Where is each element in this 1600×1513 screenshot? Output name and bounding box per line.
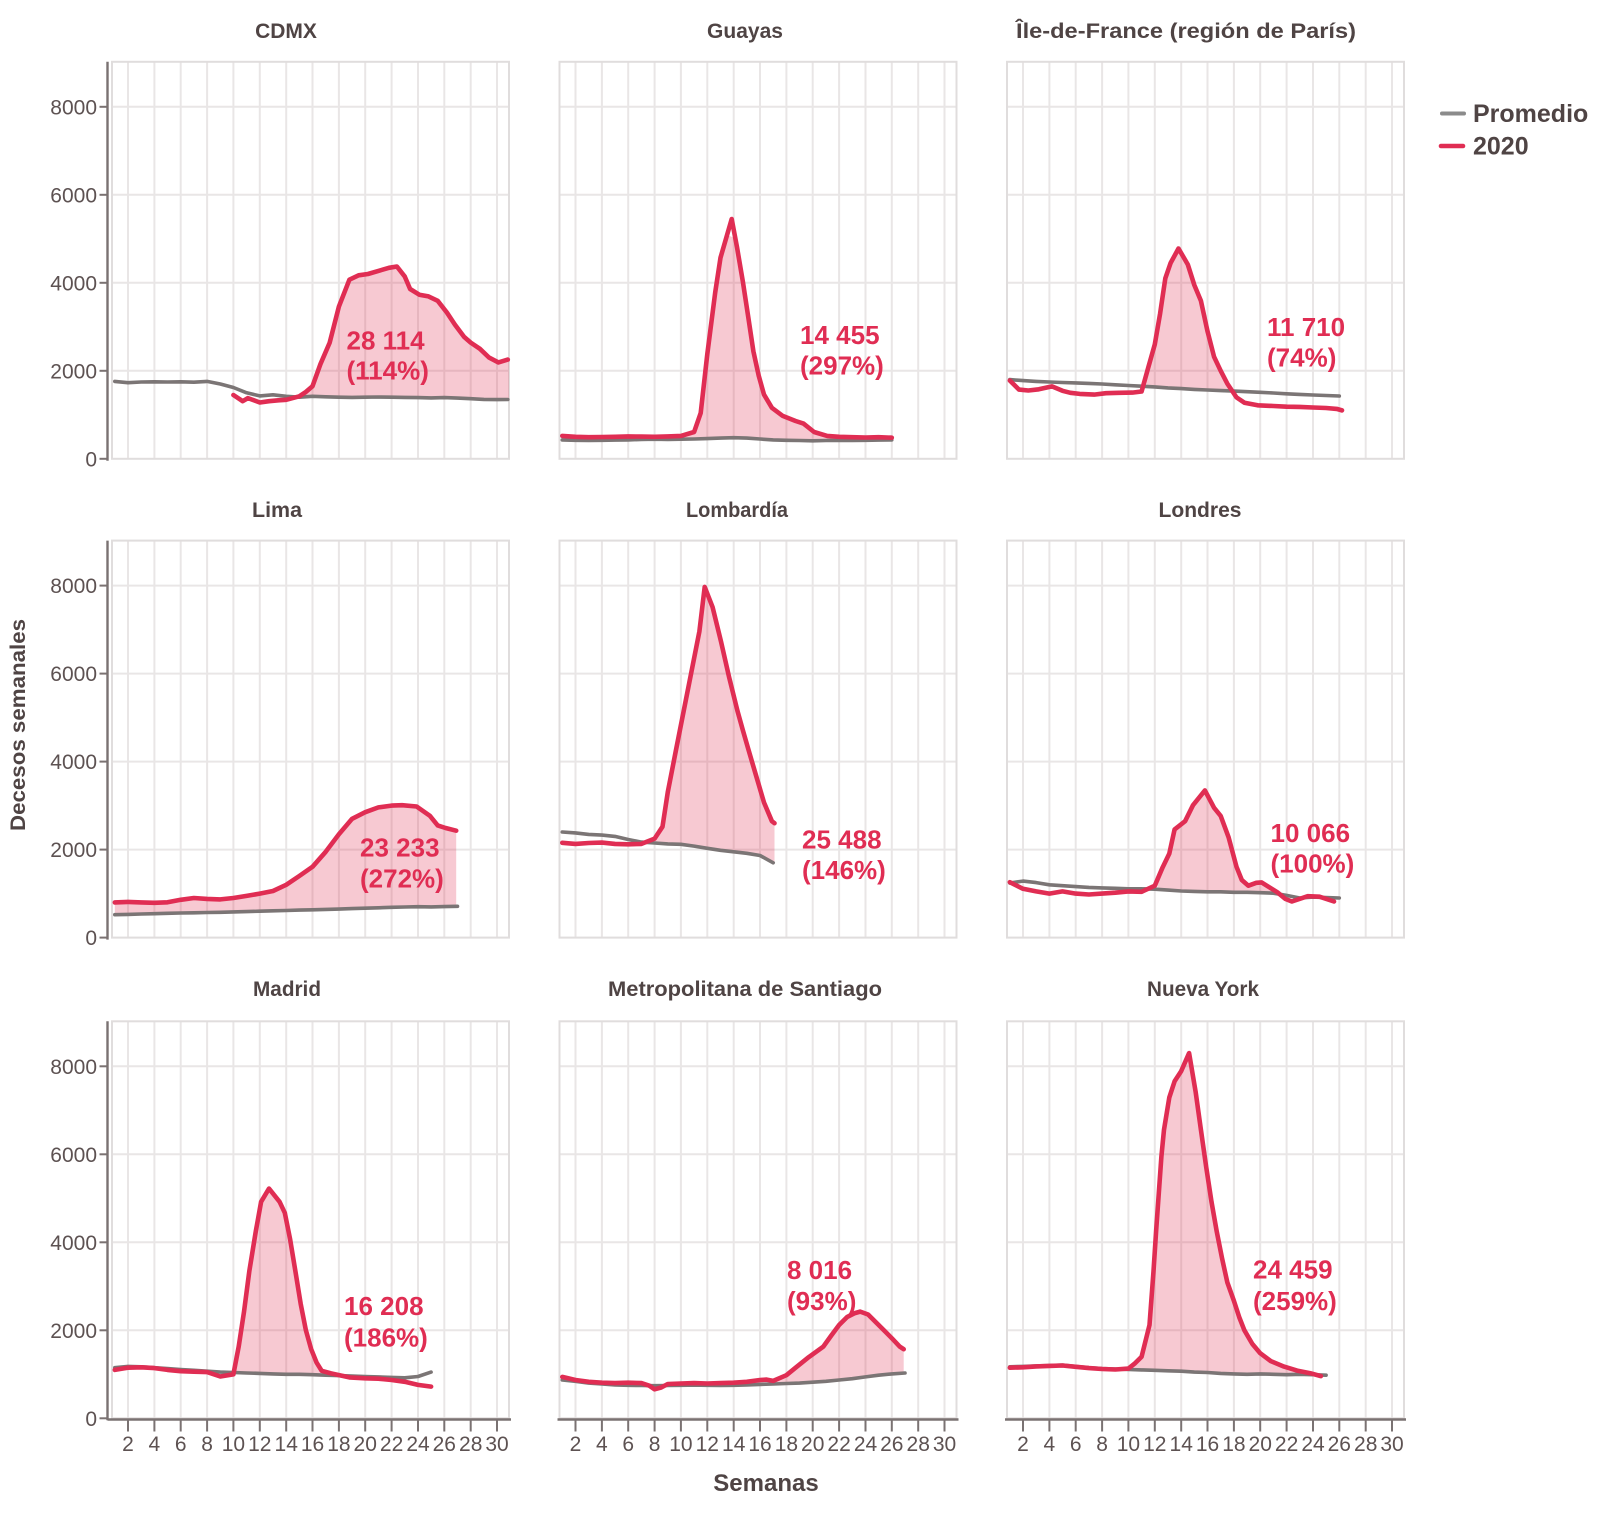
- svg-text:22: 22: [1275, 1433, 1298, 1456]
- svg-text:6000: 6000: [50, 1144, 97, 1167]
- svg-text:4000: 4000: [50, 272, 97, 295]
- svg-text:4: 4: [596, 1433, 608, 1456]
- svg-text:18: 18: [775, 1433, 798, 1456]
- svg-text:16: 16: [1196, 1433, 1219, 1456]
- svg-text:8: 8: [1096, 1433, 1108, 1456]
- svg-text:2000: 2000: [50, 1320, 97, 1343]
- svg-text:10: 10: [669, 1433, 692, 1456]
- svg-text:28: 28: [1354, 1433, 1377, 1456]
- svg-text:24: 24: [406, 1433, 430, 1456]
- svg-text:2020: 2020: [1473, 133, 1529, 161]
- svg-text:6: 6: [1070, 1433, 1082, 1456]
- svg-text:8000: 8000: [50, 575, 97, 598]
- svg-text:Madrid: Madrid: [253, 978, 321, 1001]
- svg-text:14 455: 14 455: [800, 320, 880, 350]
- svg-text:(93%): (93%): [787, 1286, 856, 1316]
- svg-text:Promedio: Promedio: [1473, 100, 1588, 128]
- svg-text:25 488: 25 488: [802, 824, 882, 854]
- svg-text:11 710: 11 710: [1267, 312, 1345, 342]
- svg-text:26: 26: [880, 1433, 903, 1456]
- svg-text:6000: 6000: [50, 184, 97, 207]
- svg-text:8000: 8000: [50, 96, 97, 119]
- svg-text:0: 0: [85, 1408, 97, 1431]
- svg-text:26: 26: [1328, 1433, 1351, 1456]
- svg-text:2000: 2000: [50, 360, 97, 383]
- svg-text:14: 14: [1170, 1433, 1194, 1456]
- svg-text:2: 2: [122, 1433, 134, 1456]
- svg-text:0: 0: [85, 927, 97, 950]
- svg-text:(114%): (114%): [347, 355, 429, 385]
- svg-text:(259%): (259%): [1253, 1286, 1337, 1316]
- svg-text:10: 10: [222, 1433, 245, 1456]
- svg-text:24: 24: [1301, 1433, 1325, 1456]
- svg-text:2000: 2000: [50, 839, 97, 862]
- svg-text:10: 10: [1117, 1433, 1140, 1456]
- svg-text:30: 30: [933, 1433, 956, 1456]
- svg-text:12: 12: [248, 1433, 271, 1456]
- svg-text:Semanas: Semanas: [713, 1470, 818, 1497]
- svg-text:22: 22: [827, 1433, 850, 1456]
- svg-text:16 208: 16 208: [344, 1291, 424, 1321]
- svg-text:14: 14: [722, 1433, 746, 1456]
- svg-text:Nueva York: Nueva York: [1147, 978, 1259, 1001]
- svg-text:Londres: Londres: [1159, 499, 1242, 522]
- svg-text:10 066: 10 066: [1271, 818, 1351, 848]
- svg-text:(146%): (146%): [802, 855, 886, 885]
- svg-text:(272%): (272%): [360, 863, 444, 893]
- svg-text:Metropolitana de Santiago: Metropolitana de Santiago: [608, 978, 882, 1001]
- svg-text:26: 26: [433, 1433, 456, 1456]
- svg-text:30: 30: [1380, 1433, 1403, 1456]
- svg-text:(74%): (74%): [1267, 343, 1336, 373]
- svg-text:23 233: 23 233: [360, 833, 440, 863]
- svg-text:30: 30: [485, 1433, 508, 1456]
- svg-text:2: 2: [1017, 1433, 1029, 1456]
- svg-text:6000: 6000: [50, 663, 97, 686]
- svg-text:14: 14: [275, 1433, 299, 1456]
- svg-text:24: 24: [854, 1433, 878, 1456]
- svg-text:12: 12: [1143, 1433, 1166, 1456]
- svg-text:Île-de-France (región de París: Île-de-France (región de París): [1015, 19, 1356, 43]
- svg-text:4: 4: [149, 1433, 161, 1456]
- svg-text:Guayas: Guayas: [707, 20, 783, 43]
- svg-text:28: 28: [459, 1433, 482, 1456]
- svg-text:4000: 4000: [50, 751, 97, 774]
- svg-text:20: 20: [801, 1433, 824, 1456]
- svg-text:18: 18: [1222, 1433, 1245, 1456]
- svg-text:8: 8: [201, 1433, 213, 1456]
- svg-text:Decesos semanales: Decesos semanales: [7, 619, 30, 831]
- svg-text:24 459: 24 459: [1253, 1254, 1333, 1284]
- svg-text:8 016: 8 016: [787, 1255, 852, 1285]
- svg-text:(297%): (297%): [800, 351, 884, 381]
- svg-text:4: 4: [1044, 1433, 1056, 1456]
- svg-text:12: 12: [696, 1433, 719, 1456]
- svg-text:16: 16: [748, 1433, 771, 1456]
- svg-text:2: 2: [570, 1433, 582, 1456]
- svg-text:(186%): (186%): [344, 1323, 428, 1353]
- svg-text:16: 16: [301, 1433, 324, 1456]
- svg-text:Lima: Lima: [252, 499, 302, 522]
- svg-text:28 114: 28 114: [347, 325, 426, 355]
- svg-text:20: 20: [1249, 1433, 1272, 1456]
- svg-text:6: 6: [622, 1433, 634, 1456]
- svg-text:18: 18: [327, 1433, 350, 1456]
- svg-text:20: 20: [354, 1433, 377, 1456]
- svg-text:8: 8: [649, 1433, 661, 1456]
- svg-text:(100%): (100%): [1271, 849, 1355, 879]
- svg-text:6: 6: [175, 1433, 187, 1456]
- svg-text:22: 22: [380, 1433, 403, 1456]
- svg-text:0: 0: [85, 448, 97, 471]
- svg-text:Lombardía: Lombardía: [686, 499, 788, 522]
- svg-text:28: 28: [907, 1433, 930, 1456]
- svg-text:8000: 8000: [50, 1056, 97, 1079]
- svg-text:CDMX: CDMX: [255, 20, 317, 43]
- svg-text:4000: 4000: [50, 1232, 97, 1255]
